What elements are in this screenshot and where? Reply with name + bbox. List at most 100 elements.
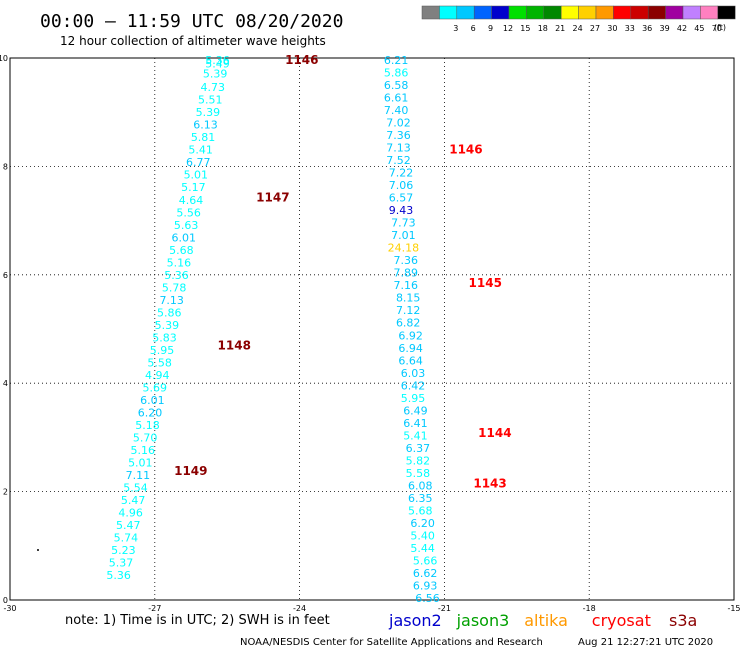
- wave-height-label: 5.44: [410, 542, 435, 555]
- wave-height-label: 5.36: [164, 269, 189, 282]
- colorbar-swatch: [560, 5, 579, 20]
- wave-height-label: 5.68: [169, 244, 194, 257]
- wave-height-label: 5.37: [109, 556, 134, 569]
- wave-height-label: 7.13: [386, 142, 411, 155]
- pass-number-label: 1145: [469, 276, 502, 290]
- pass-number-label: 1148: [218, 339, 251, 353]
- y-tick-label: 10: [0, 54, 8, 63]
- legend-entry: s3a: [669, 611, 697, 630]
- wave-height-label: 5.58: [406, 467, 431, 480]
- wave-height-label: 6.37: [406, 442, 431, 455]
- wave-height-label: 7.12: [396, 304, 421, 317]
- wave-height-label: 6.64: [398, 354, 423, 367]
- legend-entry: altika: [524, 611, 568, 630]
- wave-height-label: 4.96: [118, 506, 143, 519]
- wave-height-label: 5.01: [128, 456, 153, 469]
- y-tick-label: 2: [3, 488, 8, 497]
- wave-height-label: 6.42: [401, 379, 426, 392]
- colorbar-swatch: [526, 5, 545, 20]
- data-dot: [37, 549, 39, 551]
- legend-entry: jason2: [388, 611, 442, 630]
- x-tick-label: -15: [727, 604, 740, 613]
- colorbar: 3 6 9 12 15 18 21 24 27 30 33 36 39 42 45 70: [421, 5, 736, 33]
- wave-height-label: 4.94: [145, 369, 170, 382]
- wave-height-label: 5.36: [205, 54, 230, 67]
- wave-height-label: 7.13: [159, 294, 184, 307]
- wave-height-label: 7.36: [386, 129, 411, 142]
- y-tick-label: 8: [3, 162, 8, 171]
- wave-height-label: 5.54: [123, 481, 148, 494]
- wave-height-label: 6.77: [186, 156, 211, 169]
- colorbar-swatch: [439, 5, 458, 20]
- wave-height-label: 6.20: [138, 406, 163, 419]
- wave-height-label: 5.95: [401, 392, 426, 405]
- plot-frame: [9, 57, 735, 601]
- legend-entry: jason3: [456, 611, 510, 630]
- colorbar-tick-label: 39: [660, 24, 670, 33]
- pass-number-label: 1143: [473, 476, 506, 490]
- wave-height-label: 7.73: [391, 217, 416, 230]
- colorbar-swatch: [682, 5, 701, 20]
- x-tick-label: -30: [3, 604, 16, 613]
- wave-height-label: 4.73: [200, 81, 225, 94]
- colorbar-swatch: [473, 5, 492, 20]
- wave-height-label: 6.56: [415, 592, 440, 605]
- pass-number-label: 1146: [285, 53, 318, 67]
- grid-lines: [10, 58, 734, 600]
- wave-height-label: 5.56: [176, 206, 201, 219]
- colorbar-tick-label: 30: [607, 24, 617, 33]
- wave-height-label: 5.66: [413, 554, 438, 567]
- colorbar-swatch: [700, 5, 719, 20]
- colorbar-tick-label: 45: [694, 24, 704, 33]
- colorbar-tick-label: 70: [712, 24, 722, 33]
- wave-height-label: 5.74: [114, 531, 139, 544]
- wave-height-label: 5.39: [196, 106, 221, 119]
- colorbar-swatch: [717, 5, 736, 20]
- wave-height-label: 5.63: [174, 219, 199, 232]
- chart-subtitle: 12 hour collection of altimeter wave hei…: [60, 34, 326, 48]
- axis-ticks: -30 -27 -24 -21 -18 -15 0 2 4 6 8 10: [0, 54, 740, 613]
- colorbar-tick-label: 24: [573, 24, 583, 33]
- wave-height-label: 6.01: [140, 394, 165, 407]
- wave-height-label: 5.01: [184, 169, 209, 182]
- colorbar-tick-label: 27: [590, 24, 600, 33]
- wave-height-label: 6.62: [413, 567, 438, 580]
- wave-height-label: 6.41: [403, 417, 428, 430]
- wave-height-label: 6.57: [389, 192, 414, 205]
- wave-height-label: 5.78: [162, 281, 187, 294]
- colorbar-tick-label: 15: [520, 24, 530, 33]
- chart-title: 00:00 – 11:59 UTC 08/20/2020: [40, 11, 343, 32]
- wave-height-label: 7.16: [394, 279, 419, 292]
- wave-height-label: 5.70: [133, 431, 158, 444]
- pass-numbers: 1146 1147 1148 1149 1146 1145 1144 1143: [174, 53, 511, 490]
- wave-height-label: 7.40: [384, 104, 409, 117]
- wave-height-label: 5.16: [130, 444, 155, 457]
- colorbar-swatch: [543, 5, 562, 20]
- footer-note: note: 1) Time is in UTC; 2) SWH is in fe…: [65, 613, 330, 628]
- wave-height-label: 6.08: [408, 479, 433, 492]
- wave-height-label: 5.95: [150, 344, 175, 357]
- wave-height-label: 5.49: [205, 57, 230, 70]
- wave-height-label: 8.15: [396, 292, 421, 305]
- wave-height-label: 7.01: [391, 229, 416, 242]
- wave-height-label: 5.40: [410, 529, 435, 542]
- pass-number-label: 1147: [256, 191, 289, 205]
- wave-height-label: 5.36: [106, 569, 131, 582]
- colorbar-tick-label: 6: [471, 24, 476, 33]
- colorbar-unit: (ft): [714, 23, 726, 32]
- wave-height-label: 5.86: [384, 67, 409, 80]
- wave-height-label: 6.13: [193, 119, 218, 132]
- wave-height-label: 5.17: [181, 181, 206, 194]
- wave-height-label: 6.94: [398, 342, 423, 355]
- pass-number-label: 1146: [449, 143, 482, 157]
- wave-height-label: 6.82: [396, 317, 421, 330]
- wave-height-label: 6.58: [384, 79, 409, 92]
- y-tick-label: 0: [3, 596, 8, 605]
- colorbar-swatch: [647, 5, 666, 20]
- wave-height-label: 7.36: [394, 254, 419, 267]
- colorbar-swatch: [508, 5, 527, 20]
- pass-number-label: 1144: [478, 426, 511, 440]
- colorbar-swatch: [595, 5, 614, 20]
- colorbar-tick-label: 3: [453, 24, 458, 33]
